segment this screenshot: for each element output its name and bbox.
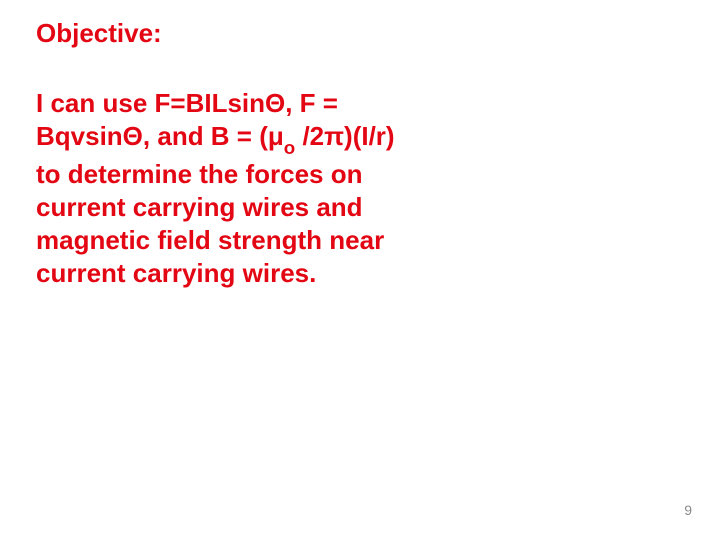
- objective-heading: Objective:: [36, 18, 684, 49]
- objective-body: I can use F=BILsinΘ, F = BqvsinΘ, and B …: [36, 87, 416, 290]
- page-number: 9: [684, 502, 692, 518]
- slide: Objective: I can use F=BILsinΘ, F = Bqvs…: [0, 0, 720, 540]
- mu-subscript: o: [284, 137, 295, 158]
